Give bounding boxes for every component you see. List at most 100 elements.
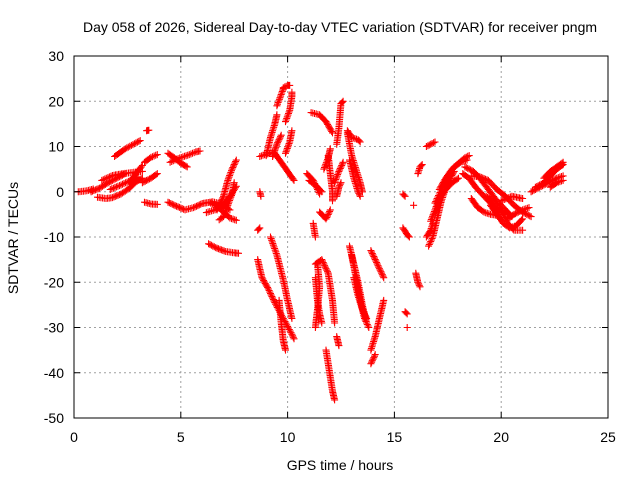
plus-markers [487,201,527,232]
axis-ticks [73,55,609,419]
plus-markers [401,308,411,318]
plus-markers [166,147,204,166]
track-61 [412,269,424,291]
x-tick-label: 15 [387,429,403,445]
plus-markers [141,151,161,166]
track-79 [540,158,567,182]
track-46 [333,179,345,200]
chart-title: Day 058 of 2026, Sidereal Day-to-day VTE… [83,19,597,35]
y-axis-label: SDTVAR / TECUs [5,182,21,294]
plus-markers [367,351,379,368]
track-57 [399,190,409,200]
track-8 [138,170,161,187]
plus-markers [254,256,298,343]
plus-markers [256,188,265,200]
track-28 [279,81,294,92]
x-tick-label: 20 [493,429,509,445]
track-58 [401,308,411,318]
x-tick-label: 25 [600,429,616,445]
track-22 [254,256,298,343]
track-38 [307,109,336,137]
track-41 [316,206,334,223]
plus-markers [350,274,371,322]
track-6 [126,162,146,187]
track-40 [324,152,336,205]
track-48 [343,129,366,196]
track-21 [254,224,264,234]
track-12 [166,147,204,166]
plus-markers [367,247,388,282]
x-axis-label: GPS time / hours [287,457,394,473]
plus-markers [497,192,527,205]
plus-markers [414,161,426,178]
plus-markers [412,269,424,291]
track-76 [497,192,527,205]
track-68 [435,152,473,193]
plus-markers [346,156,364,200]
plus-markers [267,233,296,322]
plus-markers [333,97,347,148]
track-7 [141,151,161,166]
y-tick-label: 20 [48,93,64,109]
plus-markers [410,201,418,209]
plus-markers [435,152,473,193]
plus-markers [205,240,242,257]
track-55 [367,351,379,368]
plus-markers [282,88,296,126]
track-43 [333,333,343,350]
track-30 [271,149,298,184]
plus-markers [343,129,366,196]
x-tick-labels: 0 5 10 15 20 25 [70,429,616,445]
track-52 [350,274,371,322]
plus-markers [271,149,298,184]
plus-markers [316,206,334,223]
plus-markers [111,137,144,160]
y-tick-labels: -50 -40 -30 -20 -10 0 10 20 30 [44,48,64,426]
plus-markers [367,296,388,354]
track-18 [205,240,242,257]
track-59 [403,324,411,331]
plus-markers [141,198,161,208]
y-tick-label: 10 [48,139,64,155]
plus-markers [422,138,439,150]
plus-markers [143,126,153,135]
track-53 [367,247,388,282]
track-62 [414,161,426,178]
track-16 [215,179,238,224]
track-23 [275,296,289,354]
plus-markers [399,190,409,200]
track-17 [213,156,240,214]
data-points [74,81,567,404]
track-31 [282,127,296,157]
track-63 [422,138,439,150]
track-44 [333,97,347,148]
track-9 [141,198,161,208]
track-56 [399,224,413,241]
plus-markers [309,219,319,241]
plus-markers [331,158,347,187]
track-20 [256,188,265,200]
plus-markers [311,260,324,331]
y-tick-label: -20 [44,274,64,290]
track-24 [267,233,296,322]
track-42 [322,346,339,404]
track-5 [111,137,144,160]
track-60 [410,201,418,209]
plus-markers [540,158,567,182]
y-tick-label: -50 [44,410,64,426]
plus-markers [126,162,146,187]
plus-markers [546,176,567,191]
y-tick-label: -30 [44,320,64,336]
plus-markers [138,170,161,187]
y-tick-label: 30 [48,48,64,64]
track-80 [546,176,567,191]
plus-markers [275,296,289,354]
plus-markers [213,156,240,214]
track-74 [487,201,527,232]
track-25 [262,111,281,160]
y-tick-label: -40 [44,365,64,381]
plus-markers [254,224,264,234]
x-tick-label: 0 [70,429,78,445]
track-34 [309,219,319,241]
